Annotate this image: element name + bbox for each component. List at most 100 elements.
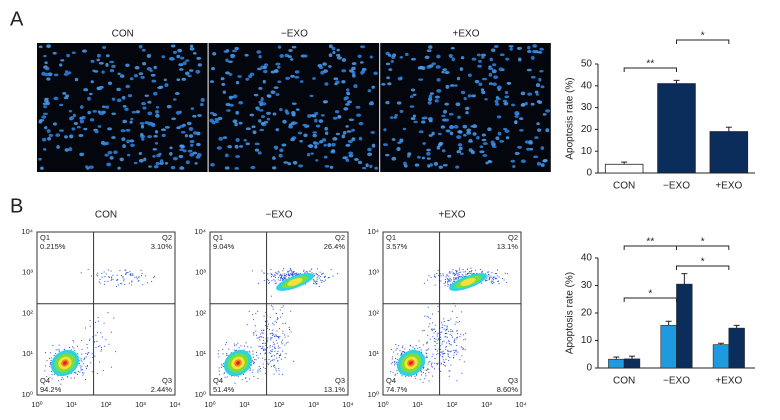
event xyxy=(49,357,50,359)
event xyxy=(392,372,394,374)
event xyxy=(313,279,315,281)
event xyxy=(457,333,458,335)
nucleus xyxy=(534,136,539,139)
nucleus xyxy=(493,44,499,49)
nucleus xyxy=(369,164,373,169)
event xyxy=(284,274,285,276)
event xyxy=(287,271,289,273)
nucleus xyxy=(89,92,93,96)
event xyxy=(55,353,57,355)
nucleus xyxy=(90,80,94,84)
nucleus xyxy=(180,131,186,134)
nucleus xyxy=(426,151,431,156)
y-axis-label: Apoptosis rate (%) xyxy=(565,77,576,159)
event xyxy=(282,373,284,375)
nucleus xyxy=(428,119,433,123)
event xyxy=(79,371,81,373)
nucleus xyxy=(222,90,227,94)
significance-bracket xyxy=(676,265,730,270)
event xyxy=(273,279,275,281)
event xyxy=(320,275,322,277)
event xyxy=(252,369,254,371)
density xyxy=(409,361,413,365)
nucleus xyxy=(314,142,320,145)
y-tick-label: 50 xyxy=(581,59,593,70)
event xyxy=(288,273,289,275)
nucleus xyxy=(476,136,480,140)
event xyxy=(101,348,102,350)
event xyxy=(394,373,396,375)
nucleus xyxy=(324,164,330,168)
event xyxy=(393,351,395,353)
nucleus xyxy=(44,97,49,101)
nucleus xyxy=(194,162,198,165)
nucleus xyxy=(291,113,296,117)
event xyxy=(409,349,411,351)
nucleus xyxy=(320,114,325,117)
nucleus xyxy=(393,116,398,119)
event xyxy=(438,338,440,340)
event xyxy=(330,269,332,271)
event xyxy=(441,356,443,358)
event xyxy=(104,276,106,278)
event xyxy=(432,328,434,330)
y-tick-label: 20 xyxy=(581,124,593,135)
event xyxy=(325,275,326,277)
event xyxy=(95,346,97,348)
nucleus xyxy=(40,166,44,170)
nucleus xyxy=(133,161,138,165)
event xyxy=(285,353,287,355)
nucleus xyxy=(427,117,433,121)
event xyxy=(440,348,441,350)
event xyxy=(123,278,125,280)
event xyxy=(428,380,430,382)
event xyxy=(450,350,452,352)
event xyxy=(78,363,80,365)
event xyxy=(418,340,420,342)
event xyxy=(459,321,461,323)
nucleus xyxy=(277,65,281,69)
nucleus xyxy=(154,130,159,134)
event xyxy=(275,312,277,314)
event xyxy=(221,365,223,367)
event xyxy=(111,278,112,280)
nucleus xyxy=(314,111,319,116)
nucleus xyxy=(471,57,477,61)
event xyxy=(279,336,281,338)
event xyxy=(446,275,448,277)
event xyxy=(245,377,246,379)
nucleus xyxy=(161,133,166,138)
nucleus xyxy=(455,102,461,107)
nucleus xyxy=(266,111,271,115)
event xyxy=(260,353,261,355)
event xyxy=(401,346,403,348)
nucleus xyxy=(329,165,334,169)
event xyxy=(492,280,494,282)
event xyxy=(97,275,99,277)
event xyxy=(497,269,498,271)
event xyxy=(423,282,425,284)
nucleus xyxy=(292,160,298,165)
nucleus xyxy=(457,130,462,133)
nucleus xyxy=(444,70,450,75)
event xyxy=(445,346,447,348)
nucleus xyxy=(224,166,230,170)
event xyxy=(218,367,220,369)
event xyxy=(449,271,451,273)
nucleus xyxy=(509,47,513,51)
nucleus xyxy=(82,49,87,53)
nucleus xyxy=(410,117,416,121)
event xyxy=(73,372,75,373)
nucleus xyxy=(323,101,327,104)
nucleus xyxy=(535,83,541,88)
event xyxy=(425,375,427,377)
event xyxy=(455,274,456,276)
y-axis-label: Apoptosis rate (%) xyxy=(565,272,576,354)
event xyxy=(447,285,449,287)
event xyxy=(274,347,276,349)
event xyxy=(427,341,429,343)
event xyxy=(462,275,464,277)
event xyxy=(91,371,93,373)
nucleus xyxy=(526,68,532,72)
event xyxy=(481,272,483,273)
